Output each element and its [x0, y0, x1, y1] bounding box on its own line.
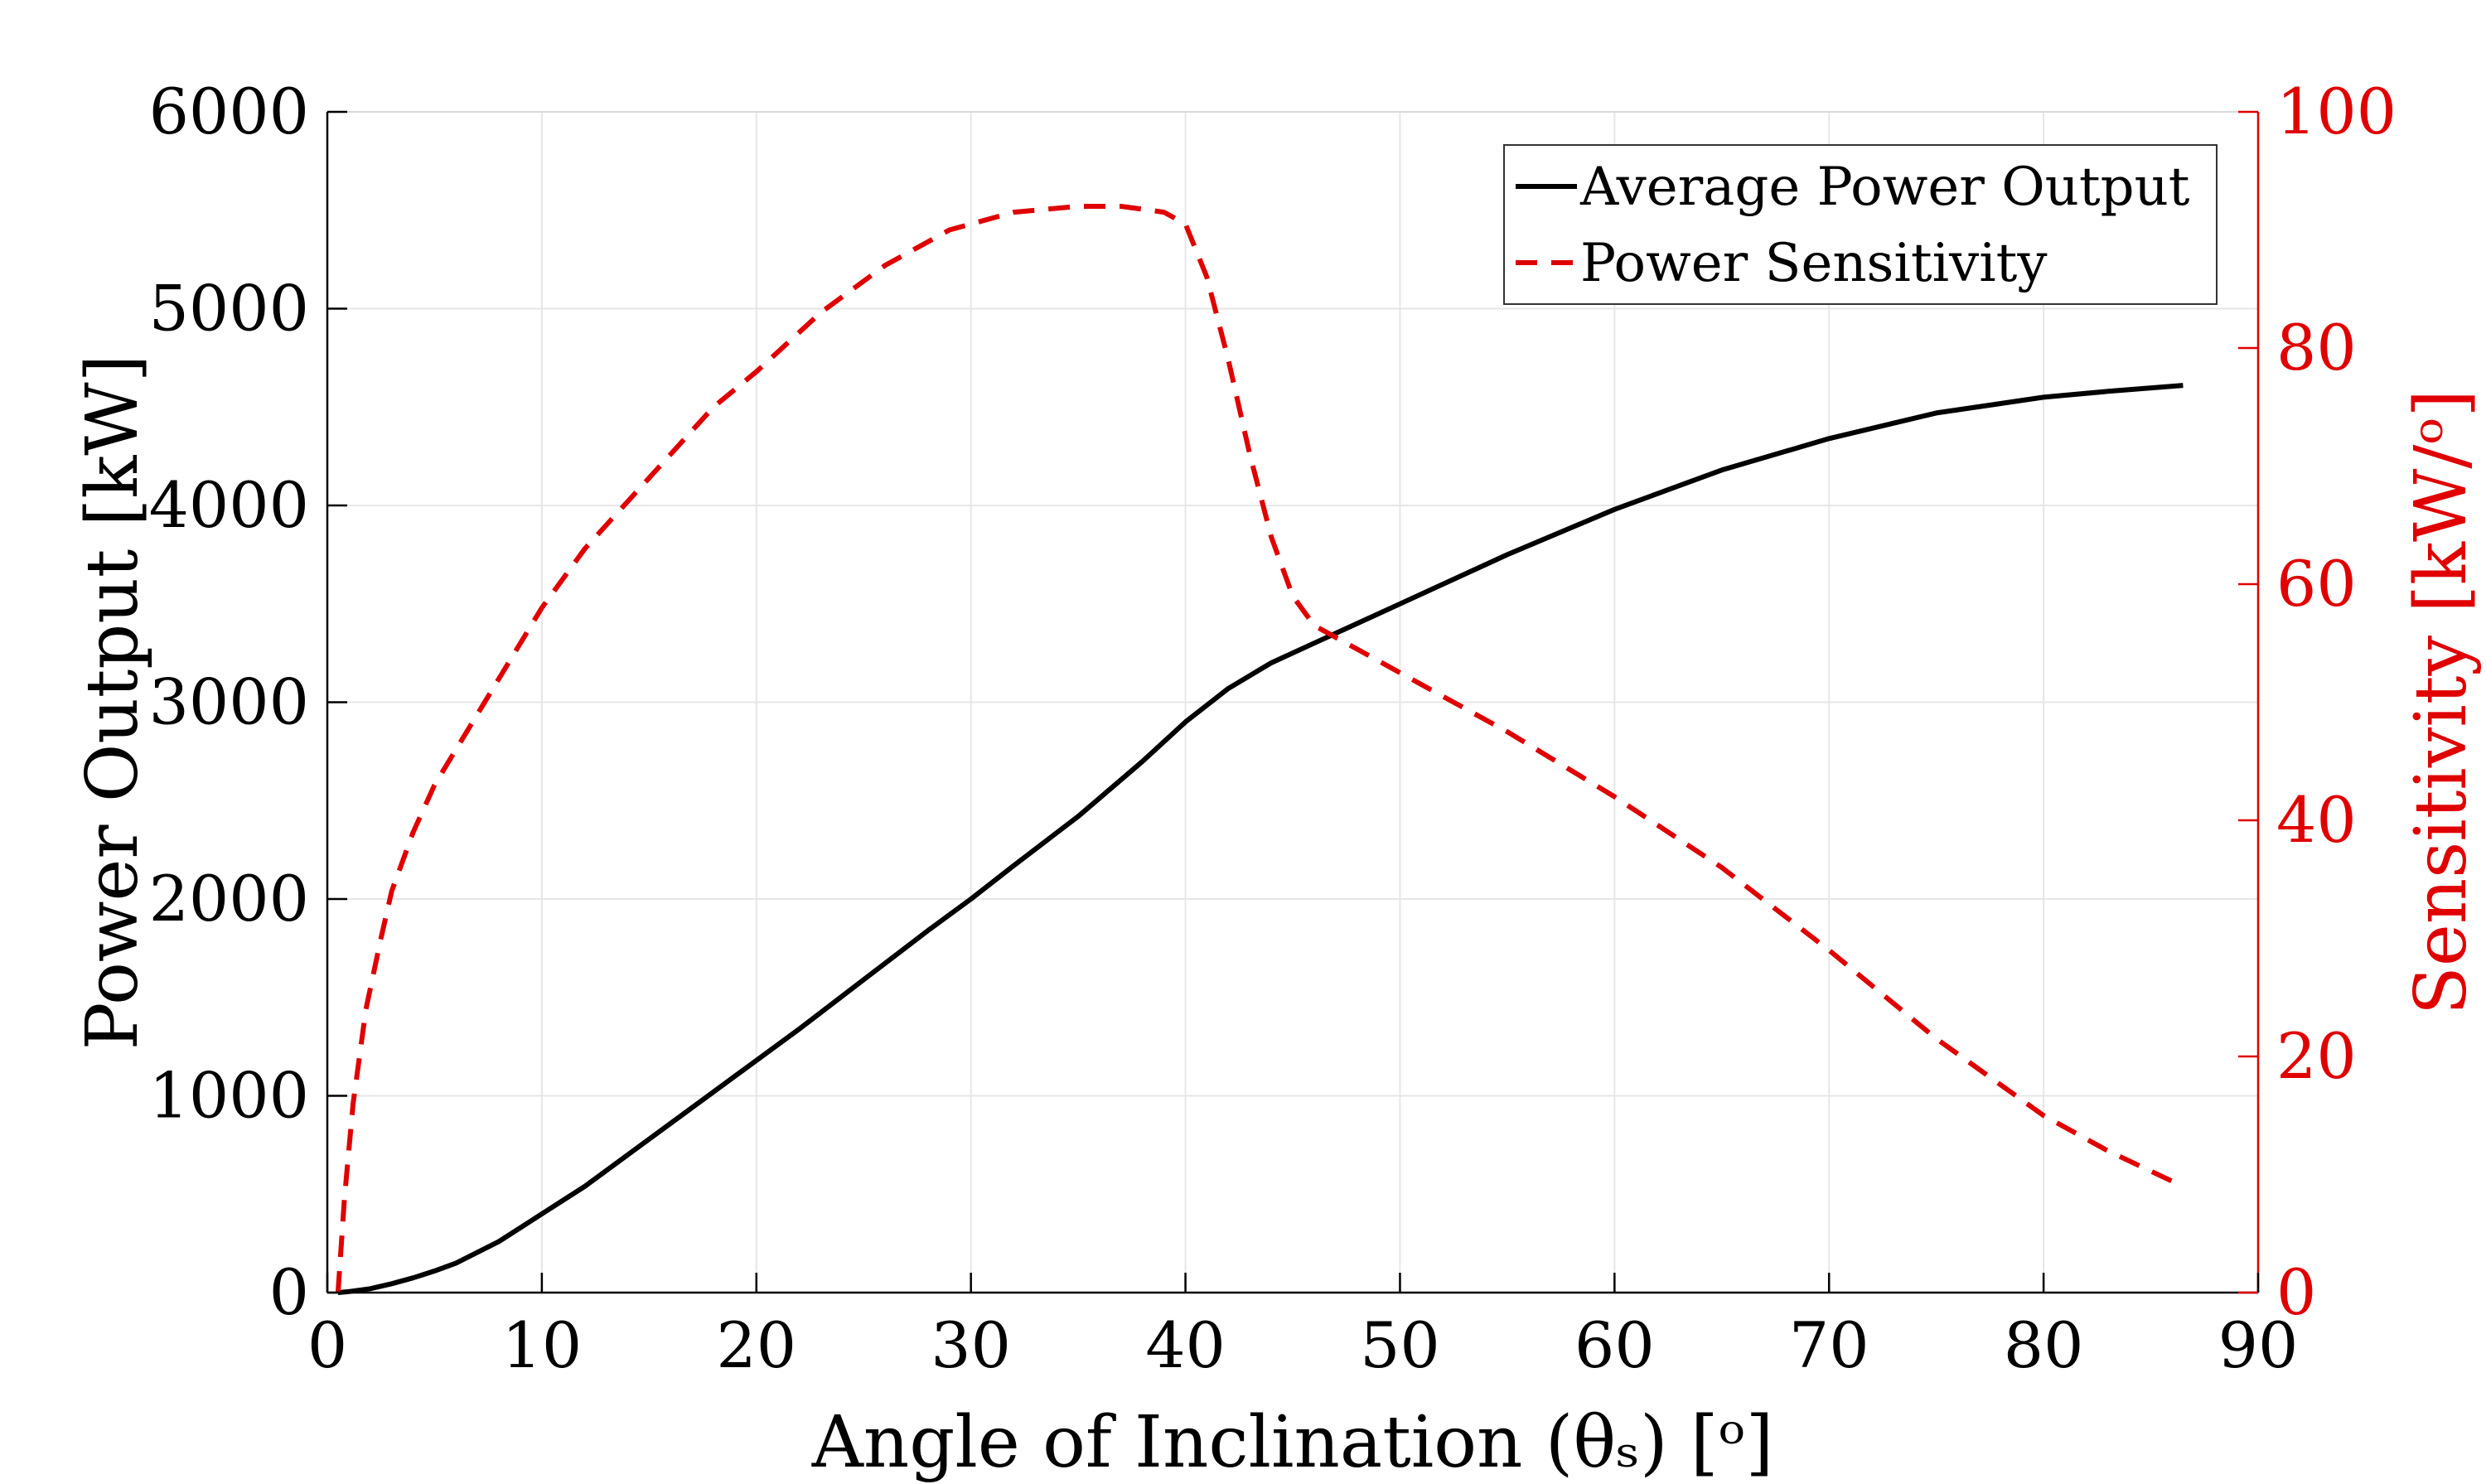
x-tick-label: 90	[2218, 1308, 2299, 1382]
legend-label: Power Sensitivity	[1580, 233, 2048, 294]
legend-label: Average Power Output	[1579, 157, 2190, 218]
series-layer	[335, 204, 2184, 1295]
y-right-tick-label: 60	[2276, 547, 2357, 621]
y-left-tick-label: 3000	[149, 665, 309, 739]
y-right-tick-label: 20	[2276, 1019, 2357, 1093]
series-line-power-sensitivity	[335, 204, 2184, 1293]
y-left-tick-label: 0	[269, 1255, 309, 1329]
x-tick-label: 30	[931, 1308, 1011, 1382]
y-right-tick-label: 100	[2276, 75, 2397, 148]
y-left-tick-label: 1000	[149, 1059, 309, 1133]
y-left-tick-label: 2000	[149, 862, 309, 935]
y-left-tick-label: 6000	[149, 75, 309, 148]
y-right-axis-title: Sensitivity [kW/ᵒ]	[2400, 389, 2483, 1015]
y-left-tick-label: 4000	[149, 468, 309, 542]
x-tick-label: 20	[716, 1308, 796, 1382]
legend-box	[1503, 144, 2218, 305]
axes: 0 10 20 30 40 50 60 70 80 90010002000300040005000…	[149, 75, 2397, 1382]
y-right-tick-label: 80	[2276, 311, 2357, 384]
x-tick-label: 60	[1574, 1308, 1655, 1382]
y-left-axis-title: Power Output [kW]	[71, 355, 154, 1051]
y-right-tick-label: 0	[2276, 1255, 2316, 1329]
x-tick-label: 10	[502, 1308, 583, 1382]
x-tick-label: 50	[1360, 1308, 1440, 1382]
y-right-tick-label: 40	[2276, 783, 2357, 857]
x-tick-label: 80	[2004, 1308, 2084, 1382]
legend: Average Power Output Power Sensitivity	[1503, 144, 2218, 305]
x-tick-label: 70	[1789, 1308, 1869, 1382]
series-line-average-power-output	[337, 383, 2184, 1295]
y-left-tick-label: 5000	[149, 272, 309, 346]
x-tick-label: 40	[1145, 1308, 1226, 1382]
x-tick-label: 0	[307, 1308, 347, 1382]
x-axis-title: Angle of Inclination (θₛ) [ᵒ]	[811, 1401, 1773, 1484]
